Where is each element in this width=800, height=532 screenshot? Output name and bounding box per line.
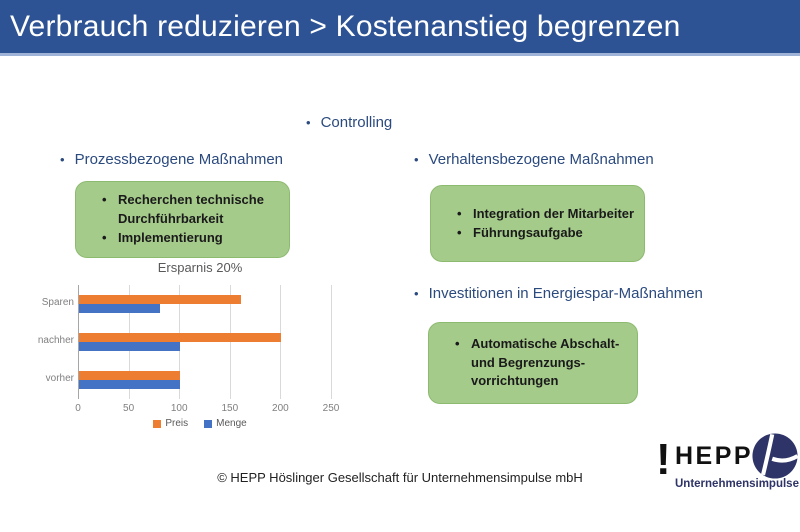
controlling-heading: Controlling [306, 114, 393, 131]
logo-tagline: Unternehmensimpulse [675, 478, 799, 490]
logo-globe-icon [752, 433, 798, 479]
bar-preis-sparen [79, 295, 241, 304]
bullet-icon [306, 115, 311, 130]
legend-label: Menge [216, 418, 247, 429]
bullet-icon [414, 152, 419, 167]
controlling-label: Controlling [320, 114, 393, 131]
chart-gridline [229, 285, 231, 399]
bullet-icon [414, 286, 419, 301]
list-item: Integration der Mitarbeiter [455, 205, 636, 224]
x-tick-label: 150 [221, 403, 239, 414]
y-category-label: vorher [45, 373, 74, 384]
bar-menge-nachher [79, 342, 181, 351]
logo-name: HEPP [675, 442, 754, 470]
list-item: Führungsaufgabe [455, 224, 636, 243]
list-item: Recherchen technische Durchführbarkeit [100, 191, 281, 229]
list-item: Implementierung [100, 229, 281, 248]
x-tick-label: 100 [170, 403, 188, 414]
hepp-logo: ! HEPP Unternehmensimpulse [650, 430, 800, 500]
investment-measures-list: Automatische Abschalt- und Begrenzungs- … [429, 335, 637, 392]
bar-preis-nachher [79, 333, 282, 342]
legend-item: Menge [204, 418, 247, 429]
x-tick-label: 250 [322, 403, 340, 414]
process-heading-label: Prozessbezogene Maßnahmen [74, 151, 284, 168]
y-category-label: Sparen [41, 297, 74, 308]
chart-gridline [331, 285, 332, 399]
process-heading: Prozessbezogene Maßnahmen [60, 151, 283, 168]
slide-title: Verbrauch reduzieren > Kostenanstieg beg… [10, 9, 681, 43]
behavior-heading: Verhaltensbezogene Maßnahmen [414, 151, 654, 168]
process-measures-box: Recherchen technische DurchführbarkeitIm… [75, 181, 290, 258]
list-item: Automatische Abschalt- und Begrenzungs- … [453, 335, 629, 392]
investment-heading-label: Investitionen in Energiespar-Maßnahmen [428, 285, 703, 302]
legend-item: Preis [153, 418, 188, 429]
exclamation-icon: ! [656, 435, 671, 484]
chart-title: Ersparnis 20% [157, 260, 243, 275]
behavior-measures-box: Integration der MitarbeiterFührungsaufga… [430, 185, 645, 262]
savings-chart: Ersparnis 20% 0 50 100 150 200 250 Sparen nachh… [38, 256, 360, 442]
chart-plot: 0 50 100 150 200 250 Sparen nachher vorher [38, 285, 339, 414]
x-tick-label: 0 [75, 403, 81, 414]
legend-swatch-icon [204, 419, 213, 428]
x-tick-label: 50 [123, 403, 135, 414]
investment-measures-box: Automatische Abschalt- und Begrenzungs- … [428, 322, 638, 404]
chart-gridline [280, 285, 282, 399]
chart-gridline [78, 285, 79, 399]
footer-copyright: © HEPP Höslinger Gesellschaft für Untern… [217, 470, 583, 485]
bar-preis-vorher [79, 371, 181, 380]
y-category-label: nachher [37, 335, 74, 346]
behavior-measures-list: Integration der MitarbeiterFührungsaufga… [431, 205, 644, 243]
investment-heading: Investitionen in Energiespar-Maßnahmen [414, 285, 703, 302]
legend-swatch-icon [153, 419, 162, 428]
chart-legend: Preis Menge [40, 418, 360, 429]
bar-menge-vorher [79, 380, 181, 389]
title-bar: Verbrauch reduzieren > Kostenanstieg beg… [0, 0, 800, 56]
bar-menge-sparen [79, 304, 160, 313]
legend-label: Preis [165, 418, 189, 429]
behavior-heading-label: Verhaltensbezogene Maßnahmen [428, 151, 654, 168]
process-measures-list: Recherchen technische DurchführbarkeitIm… [76, 191, 289, 248]
bullet-icon [60, 152, 65, 167]
x-tick-label: 200 [272, 403, 289, 414]
